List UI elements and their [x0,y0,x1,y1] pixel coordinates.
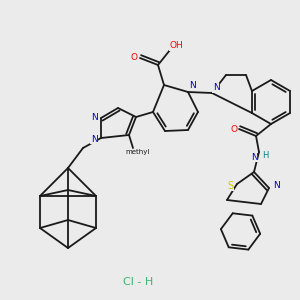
Text: H: H [262,152,268,160]
Text: N: N [274,182,280,190]
Text: N: N [189,82,195,91]
Text: methyl: methyl [126,149,150,155]
Text: O: O [230,124,238,134]
Text: S: S [227,181,233,191]
Text: Cl - H: Cl - H [123,277,153,287]
Text: N: N [250,152,257,161]
Text: N: N [91,134,98,143]
Text: O: O [130,53,137,62]
Text: N: N [91,112,98,122]
Text: OH: OH [169,41,183,50]
Text: N: N [213,83,219,92]
